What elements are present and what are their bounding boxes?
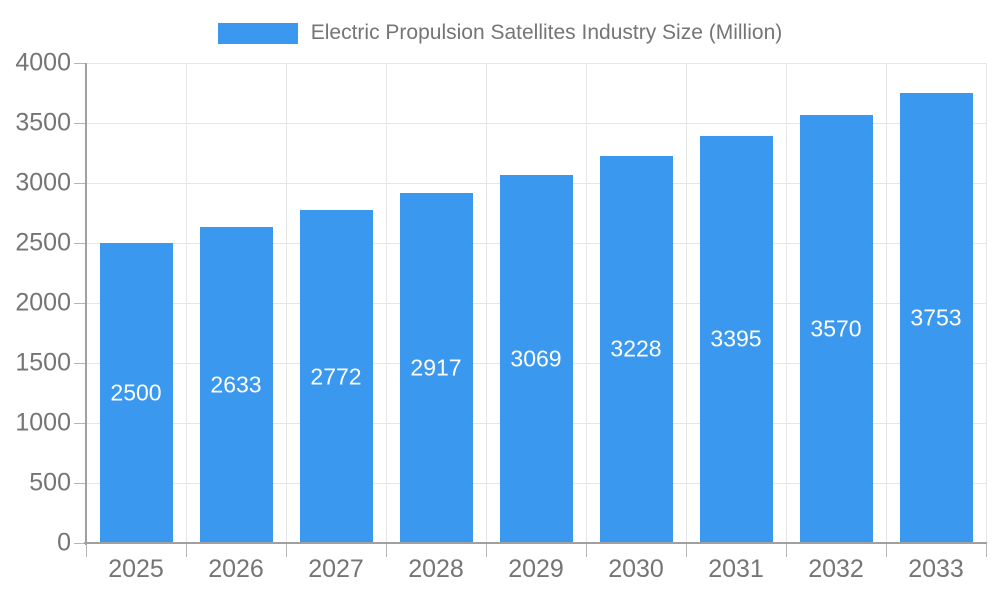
x-axis-tick [85, 544, 87, 557]
bar[interactable] [399, 192, 473, 543]
bar-value-label: 2917 [410, 354, 462, 381]
x-axis-tick-label: 2033 [908, 555, 964, 583]
y-axis-tick [74, 182, 86, 184]
bar-value-label: 3753 [910, 304, 962, 331]
y-axis-tick-label: 4000 [15, 48, 71, 77]
bar-value-label: 3228 [610, 335, 662, 362]
x-axis-tick [485, 544, 487, 557]
x-axis-tick [785, 544, 787, 557]
bar-value-label: 2633 [210, 371, 262, 398]
y-axis-tick-label: 1500 [15, 348, 71, 377]
y-axis-tick [74, 62, 86, 64]
x-axis-tick-label: 2031 [708, 555, 764, 583]
h-gridline [86, 122, 986, 124]
v-gridline [485, 63, 487, 543]
y-axis-tick [74, 302, 86, 304]
y-axis-tick-label: 0 [57, 528, 71, 557]
bar-value-label: 2500 [110, 379, 162, 406]
x-axis-tick-label: 2032 [808, 555, 864, 583]
x-axis-tick [185, 544, 187, 557]
v-gridline [685, 63, 687, 543]
bar-value-label: 3570 [810, 315, 862, 342]
x-axis-tick-label: 2026 [208, 555, 264, 583]
y-axis-tick [74, 242, 86, 244]
x-axis-tick-label: 2025 [108, 555, 164, 583]
y-axis-line [85, 63, 87, 545]
y-axis-tick-label: 2500 [15, 228, 71, 257]
v-gridline [785, 63, 787, 543]
bar[interactable] [199, 227, 273, 543]
chart-title: Electric Propulsion Satellites Industry … [310, 21, 783, 44]
x-axis-tick [285, 544, 287, 557]
x-axis-line [84, 542, 987, 544]
legend-swatch[interactable] [217, 22, 298, 44]
bar[interactable] [799, 114, 873, 543]
v-gridline [185, 63, 187, 543]
x-axis-tick-label: 2027 [308, 555, 364, 583]
y-axis-tick [74, 482, 86, 484]
x-axis-tick [685, 544, 687, 557]
h-gridline [86, 62, 986, 64]
y-axis-tick-label: 500 [29, 468, 71, 497]
x-axis-tick-label: 2030 [608, 555, 664, 583]
y-axis-tick-label: 3000 [15, 168, 71, 197]
x-axis-tick [385, 544, 387, 557]
x-axis-tick-label: 2028 [408, 555, 464, 583]
bar[interactable] [599, 155, 673, 543]
y-axis-tick-label: 3500 [15, 108, 71, 137]
bar-value-label: 3395 [710, 325, 762, 352]
x-axis-tick [885, 544, 887, 557]
bar[interactable] [899, 92, 973, 543]
x-axis-tick [985, 544, 987, 557]
y-axis-tick [74, 122, 86, 124]
bar[interactable] [699, 135, 773, 543]
y-axis-tick-label: 1000 [15, 408, 71, 437]
legend: Electric Propulsion Satellites Industry … [0, 21, 1000, 45]
y-axis-tick [74, 422, 86, 424]
v-gridline [885, 63, 887, 543]
plot-area: 0 500 1000 1500 2000 2500 3000 3500 4000 2500 2025… [15, 50, 987, 582]
y-axis-tick [74, 362, 86, 364]
v-gridline [385, 63, 387, 543]
bar-value-label: 2772 [310, 363, 362, 390]
bar-value-label: 3069 [510, 345, 562, 372]
x-axis-tick-label: 2029 [508, 555, 564, 583]
bar[interactable] [299, 210, 373, 543]
bar[interactable] [499, 174, 573, 543]
bar[interactable] [99, 243, 173, 543]
x-axis-tick [585, 544, 587, 557]
v-gridline [585, 63, 587, 543]
y-axis-tick-label: 2000 [15, 288, 71, 317]
y-axis-tick [74, 542, 86, 544]
v-gridline [285, 63, 287, 543]
v-gridline [985, 63, 987, 543]
